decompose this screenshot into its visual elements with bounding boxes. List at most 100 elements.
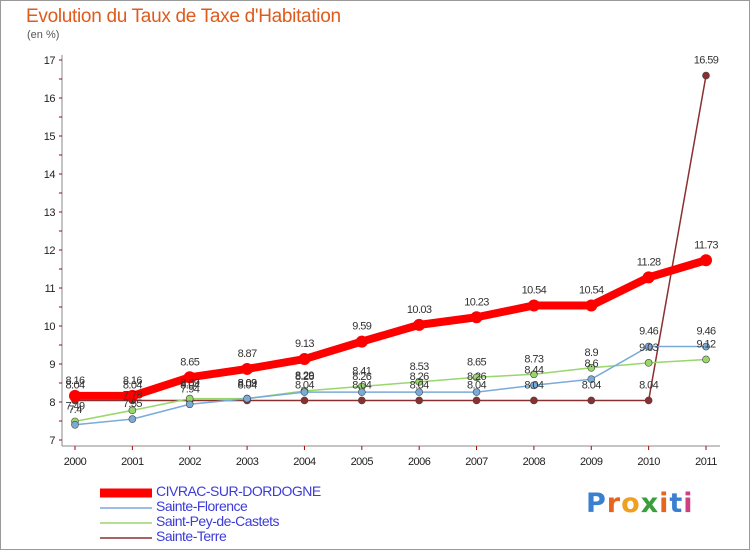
y-tick-label: 13 <box>44 207 56 219</box>
legend-swatch-sainte-florence <box>100 507 152 509</box>
data-point <box>69 389 81 402</box>
data-label: 8.87 <box>238 348 257 360</box>
legend-item-sainte-terre: Sainte-Terre <box>100 529 460 544</box>
data-label: 11.73 <box>694 239 718 251</box>
data-point <box>300 396 309 405</box>
data-point <box>587 363 596 372</box>
data-label: 8.04 <box>123 379 142 391</box>
data-point <box>530 381 538 390</box>
data-point <box>415 388 423 396</box>
series-line <box>74 358 707 423</box>
data-label: 8.16 <box>123 375 142 387</box>
legend-swatch-civrac <box>100 488 152 498</box>
series-1 <box>71 342 710 429</box>
legend: CIVRAC-SUR-DORDOGNE Sainte-Florence Sain… <box>100 484 460 544</box>
logo-letter: o <box>621 488 641 519</box>
x-tick-label: 2010 <box>637 456 660 468</box>
data-label: 8.29 <box>295 370 314 382</box>
series-line <box>71 256 710 400</box>
data-point <box>298 353 311 366</box>
data-point <box>700 254 712 267</box>
legend-label-sainte-terre: Sainte-Terre <box>156 528 227 544</box>
legend-item-sainte-florence: Sainte-Florence <box>100 499 460 514</box>
y-tick-label: 15 <box>44 131 56 143</box>
x-tick-label: 2005 <box>351 456 374 468</box>
x-tick-label: 2001 <box>121 456 144 468</box>
data-label: 8.04 <box>295 379 314 391</box>
chart-unit: (en %) <box>27 29 60 41</box>
data-label: 8.09 <box>238 378 257 390</box>
legend-label-sainte-florence: Sainte-Florence <box>156 498 248 514</box>
x-tick-label: 2006 <box>408 456 431 468</box>
data-label: 7.49 <box>65 400 84 412</box>
data-point <box>300 388 309 396</box>
data-point <box>585 299 598 312</box>
logo-letter: i <box>683 488 694 519</box>
data-label: 9.12 <box>696 338 715 350</box>
logo-letter: t <box>669 488 684 519</box>
y-tick-label: 17 <box>44 55 56 67</box>
legend-label-civrac: CIVRAC-SUR-DORDOGNE <box>156 483 321 499</box>
data-point <box>702 71 710 80</box>
data-label: 8.44 <box>524 364 543 376</box>
series-0 <box>69 254 712 402</box>
data-label: 8.73 <box>524 353 543 365</box>
x-tick-label: 2011 <box>695 456 717 468</box>
data-label: 9.46 <box>696 326 715 338</box>
data-label: 7.55 <box>123 398 142 410</box>
data-point <box>702 355 710 364</box>
data-label: 8.53 <box>410 361 429 373</box>
proxiti-logo: Proxiti <box>586 488 694 519</box>
data-label: 10.03 <box>407 304 432 316</box>
data-label: 7.94 <box>180 383 199 395</box>
data-label: 9.13 <box>295 338 314 350</box>
logo-letter: i <box>659 488 670 519</box>
data-point <box>530 396 538 405</box>
legend-item-civrac: CIVRAC-SUR-DORDOGNE <box>100 484 460 499</box>
data-label: 8.04 <box>639 379 658 391</box>
y-tick-label: 8 <box>49 397 55 409</box>
data-label: 9.46 <box>639 326 658 338</box>
data-point <box>358 396 366 405</box>
data-label: 8.26 <box>352 371 371 383</box>
data-point <box>243 394 251 403</box>
data-point <box>702 342 710 351</box>
legend-swatch-saint-pey <box>100 522 152 524</box>
data-label: 8.41 <box>352 365 371 377</box>
legend-label-saint-pey: Saint-Pey-de-Castets <box>156 513 280 529</box>
data-label: 8.04 <box>467 379 486 391</box>
series-3 <box>71 71 710 405</box>
data-point <box>126 389 139 402</box>
data-point <box>470 311 483 324</box>
data-label: 8.04 <box>352 379 371 391</box>
x-tick-label: 2000 <box>64 456 87 468</box>
y-tick-label: 12 <box>44 245 56 257</box>
data-label: 10.54 <box>579 284 604 296</box>
data-label: 8.9 <box>585 347 599 359</box>
series-line <box>74 345 707 426</box>
data-point <box>472 388 481 396</box>
data-label: 9.03 <box>639 342 658 354</box>
y-tick-label: 7 <box>49 435 55 447</box>
data-label: 10.54 <box>522 284 547 296</box>
data-label: 8.65 <box>180 356 199 368</box>
data-point <box>358 388 366 396</box>
logo-letter: r <box>606 488 622 519</box>
data-label: 8.04 <box>180 379 199 391</box>
chart-title: Evolution du Taux de Taxe d'Habitation <box>26 6 341 27</box>
data-label: 8.04 <box>238 379 257 391</box>
data-label: 9.59 <box>352 321 371 333</box>
y-tick-label: 14 <box>44 169 56 181</box>
data-label: 8.6 <box>585 358 599 370</box>
data-point <box>71 420 79 429</box>
y-tick-label: 11 <box>45 283 56 295</box>
data-label: 8.04 <box>582 379 601 391</box>
x-tick-label: 2009 <box>580 456 603 468</box>
series-line <box>74 74 707 402</box>
data-point <box>472 396 481 405</box>
x-tick-label: 2008 <box>523 456 546 468</box>
data-point <box>183 371 196 384</box>
y-tick-label: 10 <box>44 321 56 333</box>
data-label: 8.26 <box>295 371 314 383</box>
